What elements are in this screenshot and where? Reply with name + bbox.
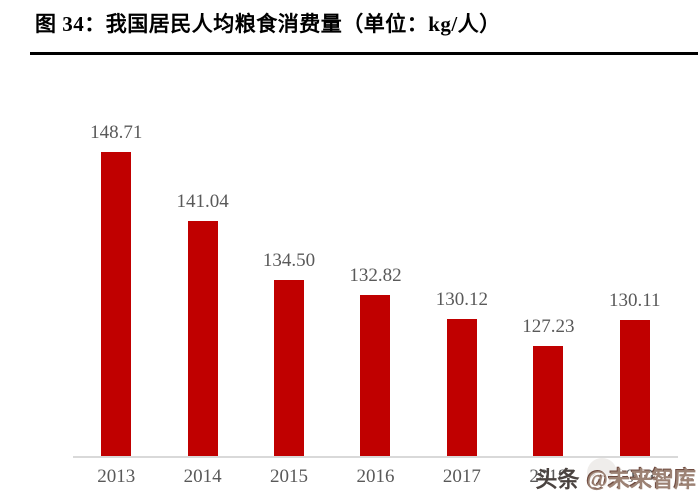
bar-2017: [446, 319, 477, 456]
axis-label-2013: 2013: [97, 466, 136, 487]
watermark-handle: @未来智库: [586, 467, 696, 492]
axis-label-2015: 2015: [270, 466, 309, 487]
figure-title: 图 34：我国居民人均粮食消费量（单位：kg/人）: [35, 12, 501, 36]
value-label: 127.23: [522, 316, 575, 337]
bar-slot: 130.11 2019: [592, 140, 678, 487]
bar-slot: 132.82 2016: [332, 140, 418, 487]
bar-slot: 127.23 2018: [505, 140, 591, 487]
bar-slot: 148.71 2013: [73, 122, 159, 487]
watermark-source: 头条: [535, 467, 580, 492]
value-label: 134.50: [262, 250, 316, 271]
bar-chart-plot: 148.71 2013 141.04 2014 134.50 2015 132.82 2016…: [73, 122, 678, 487]
value-label: 132.82: [349, 265, 402, 286]
value-label: 130.12: [435, 289, 489, 310]
bar-slot: 141.04 2014: [159, 140, 245, 487]
axis-label-2016: 2016: [356, 466, 395, 487]
axis-label-2018: 2018: [529, 466, 568, 487]
value-label: 130.11: [608, 290, 661, 311]
bar-slot: 130.12 2017: [419, 140, 505, 487]
value-label: 141.04: [176, 191, 229, 212]
title-divider: [30, 52, 698, 55]
axis-label-2019: 2019: [615, 466, 654, 487]
axis-label-2014: 2014: [183, 466, 222, 487]
bar-2013: [101, 152, 132, 456]
bar-2016: [360, 295, 391, 456]
watermark: 头条 @未来智库: [535, 458, 696, 494]
watermark-logo-icon: [587, 458, 618, 488]
value-label: 148.71: [90, 122, 143, 143]
bar-2019: [619, 320, 650, 456]
x-axis-baseline: [73, 456, 678, 458]
bar-slot: 134.50 2015: [246, 140, 332, 487]
axis-label-2017: 2017: [442, 466, 481, 487]
bar-2018: [533, 346, 564, 456]
bar-2015: [274, 280, 305, 456]
bar-2014: [187, 221, 218, 456]
